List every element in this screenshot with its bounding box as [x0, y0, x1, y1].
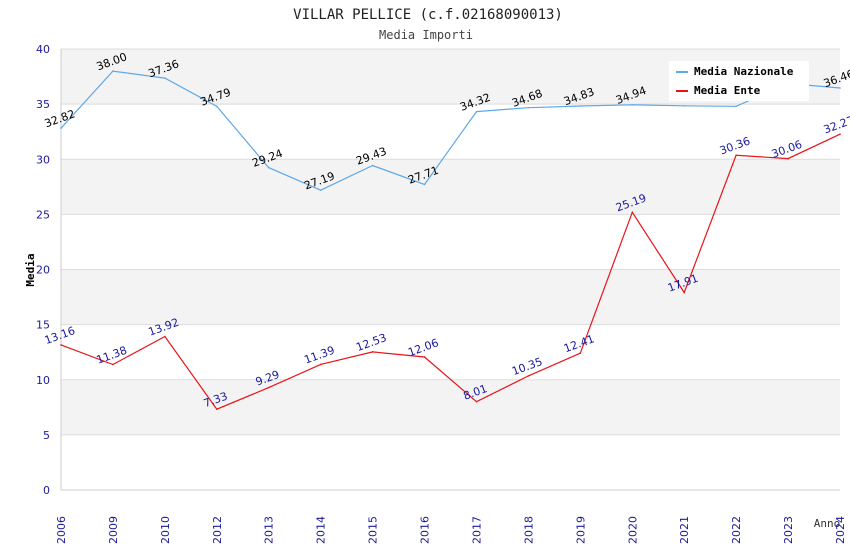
background-band	[61, 434, 840, 490]
x-tick-label: 2020	[626, 516, 639, 544]
y-tick-label: 25	[36, 208, 50, 221]
series-line-nazionale	[60, 70, 841, 191]
y-tick-labels: 0 5 10 15 20 25 30 35 40	[36, 43, 50, 497]
background-band	[61, 104, 840, 160]
data-point	[839, 87, 841, 89]
series-lines	[60, 70, 841, 410]
data-point	[60, 127, 62, 129]
y-tick-label: 20	[36, 264, 50, 277]
y-tick-label: 10	[36, 374, 50, 387]
data-point	[60, 344, 62, 346]
data-point	[839, 133, 841, 136]
data-point	[216, 408, 218, 410]
x-tick-label: 2006	[55, 516, 68, 544]
y-axis-label: Media	[24, 253, 37, 286]
data-point	[735, 154, 737, 157]
data-point	[579, 352, 582, 354]
x-tick-label: 2019	[574, 516, 587, 544]
data-point	[631, 103, 634, 106]
background-band	[61, 269, 840, 325]
data-point	[164, 77, 166, 79]
y-tick-label: 5	[43, 429, 50, 442]
data-point	[787, 157, 789, 160]
data-point	[683, 291, 685, 294]
background-band	[61, 159, 840, 215]
y-tick-label: 15	[36, 319, 50, 332]
x-tick-label: 2018	[522, 516, 535, 544]
data-point	[112, 363, 114, 366]
x-tick-label: 2015	[367, 516, 380, 544]
legend-box	[669, 61, 809, 101]
x-tick-label: 2016	[419, 516, 432, 544]
x-tick-labels: 2006 2009 2010 2012 2013 2014 2015 2016 2017 2018…	[55, 516, 847, 544]
data-point	[527, 106, 530, 109]
data-point	[579, 105, 582, 107]
background-band	[61, 379, 840, 435]
data-point	[371, 351, 374, 353]
chart-subtitle: Media Importi	[379, 28, 473, 42]
data-point	[631, 211, 634, 214]
y-tick-label: 35	[36, 98, 50, 111]
data-point	[475, 110, 478, 113]
data-point	[371, 164, 374, 167]
x-tick-label: 2023	[782, 516, 795, 544]
chart-title: VILLAR PELLICE (c.f.02168090013)	[293, 7, 563, 23]
series-line-ente	[60, 133, 841, 410]
x-tick-label: 2017	[470, 516, 483, 544]
x-tick-label: 2010	[159, 516, 172, 544]
background-band	[61, 324, 840, 380]
x-tick-label: 2009	[107, 516, 120, 544]
data-point	[267, 386, 270, 389]
data-point	[164, 335, 166, 338]
x-tick-label: 2024	[834, 516, 847, 544]
data-point	[319, 189, 322, 192]
data-point	[319, 363, 322, 366]
y-tick-label: 40	[36, 43, 50, 56]
data-point	[112, 70, 114, 72]
data-point	[527, 375, 530, 377]
data-point	[423, 183, 426, 186]
y-tick-label: 30	[36, 153, 50, 166]
data-point	[683, 104, 685, 107]
legend-label-ente: Media Ente	[694, 84, 761, 97]
x-tick-label: 2022	[730, 516, 743, 544]
y-tick-label: 0	[43, 484, 50, 497]
legend-label-nazionale: Media Nazionale	[694, 65, 794, 78]
data-point	[475, 400, 478, 403]
x-tick-label: 2012	[211, 516, 224, 544]
x-tick-label: 2021	[678, 516, 691, 544]
data-point	[735, 105, 737, 108]
background-band	[61, 214, 840, 270]
legend: Media Nazionale Media Ente	[669, 61, 809, 101]
x-tick-label: 2013	[263, 516, 276, 544]
background-bands	[61, 49, 840, 490]
data-point	[267, 166, 270, 169]
x-tick-label: 2014	[315, 516, 328, 544]
data-point	[216, 105, 218, 108]
data-point	[423, 356, 426, 358]
x-axis-label: Anno	[814, 517, 841, 530]
